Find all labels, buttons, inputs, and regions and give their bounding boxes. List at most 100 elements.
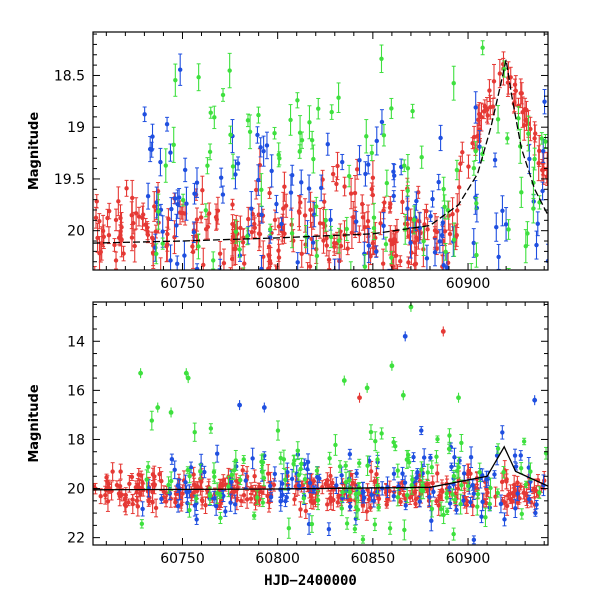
data-point (307, 480, 313, 486)
data-point (492, 157, 498, 163)
data-point (427, 494, 432, 500)
data-point (214, 217, 220, 222)
data-point (429, 506, 435, 512)
data-point (405, 166, 411, 171)
data-point (285, 469, 290, 475)
data-point (325, 478, 330, 483)
data-point (217, 273, 221, 277)
data-point (356, 490, 361, 496)
data-point (149, 418, 155, 423)
data-point (366, 243, 372, 248)
data-point (158, 159, 163, 165)
data-point (442, 204, 447, 209)
data-point (323, 218, 328, 223)
data-point (435, 471, 440, 476)
data-point (217, 503, 222, 509)
data-point (391, 493, 397, 499)
data-point (104, 475, 109, 480)
data-point (326, 257, 332, 262)
data-point (298, 507, 303, 512)
data-point (188, 465, 194, 470)
data-point (160, 241, 165, 246)
data-point (471, 537, 477, 543)
data-point (305, 459, 311, 465)
data-point (339, 473, 344, 478)
data-point (266, 244, 272, 249)
data-point (379, 431, 384, 436)
data-point (228, 500, 233, 505)
data-point (110, 469, 115, 474)
data-point (444, 265, 450, 270)
data-point (413, 501, 418, 507)
data-point (432, 250, 438, 255)
data-point (474, 201, 479, 206)
data-point (233, 229, 239, 234)
data-point (274, 201, 279, 207)
data-point (235, 161, 241, 166)
data-point (145, 225, 150, 231)
outlier-point (185, 375, 191, 381)
data-point (437, 495, 442, 500)
data-point (447, 231, 453, 237)
data-point (389, 255, 394, 260)
y-tick-label: 18.5 (54, 68, 85, 84)
data-point (302, 213, 308, 218)
data-point (182, 167, 188, 173)
data-point (501, 470, 506, 475)
data-point (310, 240, 316, 245)
data-point (398, 258, 403, 264)
data-point (347, 504, 353, 509)
data-point (327, 456, 332, 461)
data-point (459, 440, 464, 446)
data-point (353, 219, 359, 224)
data-point (480, 45, 485, 50)
data-point (464, 498, 470, 504)
data-point (198, 215, 204, 220)
data-point (495, 446, 501, 451)
data-point (97, 218, 102, 224)
data-point (343, 463, 348, 468)
data-point (140, 506, 145, 512)
data-point (172, 467, 177, 473)
fit-curve (93, 445, 548, 491)
data-point (346, 173, 352, 179)
data-point (245, 118, 251, 123)
data-point (153, 505, 159, 511)
data-point (282, 231, 287, 236)
data-point (477, 111, 482, 117)
data-point (150, 489, 155, 495)
data-point (147, 146, 153, 152)
data-point (344, 521, 350, 526)
data-point (267, 258, 273, 264)
data-point (534, 242, 539, 248)
data-point (384, 180, 390, 186)
data-point (323, 481, 328, 487)
data-point (362, 251, 367, 256)
data-point (328, 234, 334, 240)
data-point (255, 132, 260, 138)
data-point (419, 155, 424, 160)
data-point (258, 145, 263, 150)
data-point (340, 159, 345, 165)
data-point (168, 258, 173, 263)
data-point (326, 526, 332, 532)
data-point (515, 491, 520, 496)
data-point (354, 167, 360, 172)
x-axis-label: HJD−2400000 (264, 573, 357, 589)
data-point (502, 66, 507, 72)
outlier-point (168, 410, 174, 415)
data-point (105, 499, 111, 504)
data-point (190, 244, 195, 249)
data-point (211, 258, 216, 263)
data-point (264, 143, 270, 148)
data-point (273, 270, 277, 274)
data-point (272, 217, 278, 223)
data-point (434, 454, 439, 459)
data-point (113, 217, 119, 223)
data-point (375, 457, 380, 462)
data-point (446, 213, 451, 218)
data-point (434, 246, 439, 252)
data-point (119, 492, 124, 498)
data-point (523, 482, 529, 487)
data-point (168, 478, 174, 484)
